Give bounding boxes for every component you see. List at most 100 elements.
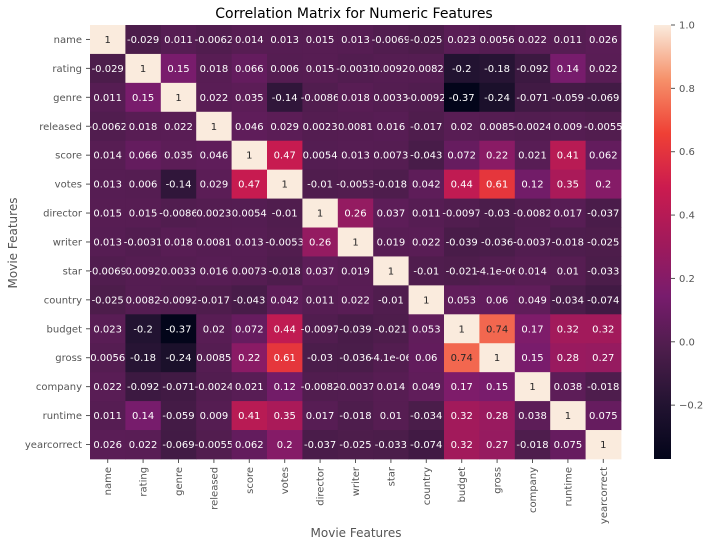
heatmap-cell [585, 343, 622, 373]
heatmap-cell [302, 256, 339, 286]
heatmap-cell [337, 314, 374, 344]
cell-value-label: 1 [175, 93, 181, 104]
cell-value-label: -0.059 [552, 93, 584, 104]
heatmap-cell [231, 227, 268, 257]
cell-value-label: -0.18 [484, 64, 510, 75]
colorbar-tick-label: 0.8 [679, 84, 695, 95]
heatmap-cell [444, 343, 480, 373]
y-tick-labels: name rating genre released score votes directo… [25, 35, 90, 451]
heatmap-cell [160, 25, 197, 55]
heatmap-cell [373, 227, 409, 257]
heatmap-cell [585, 314, 622, 344]
cell-value-label: -0.021 [446, 266, 478, 277]
cell-value-label: 1 [388, 266, 394, 277]
cell-value-label: -0.0097 [301, 324, 340, 335]
heatmap-cell [479, 227, 516, 257]
heatmap-cell [585, 140, 622, 171]
cell-value-label: -0.0053 [265, 237, 304, 248]
heatmap-cell [160, 111, 197, 142]
heatmap-cell [408, 25, 445, 55]
heatmap-cell [231, 82, 268, 113]
x-tick-label: votes [280, 467, 291, 494]
cell-value-label: 0.019 [377, 237, 406, 248]
cell-value-label: -0.01 [413, 266, 439, 277]
heatmap-cell [337, 111, 374, 142]
cell-value-label: 0.046 [235, 122, 264, 133]
cell-value-label: 0.06 [486, 295, 508, 306]
heatmap-cell [479, 82, 516, 113]
cell-value-label: 0.15 [521, 353, 543, 364]
heatmap-cell [408, 256, 445, 286]
heatmap-cell [444, 198, 480, 228]
cell-value-label: -0.025 [92, 295, 124, 306]
cell-value-label: 0.062 [235, 440, 264, 451]
cell-value-label: 0.038 [518, 411, 547, 422]
heatmap-cell [585, 111, 622, 142]
cell-value-label: 0.021 [518, 151, 547, 162]
cell-value-label: -0.2 [133, 324, 153, 335]
heatmap-cell [160, 169, 197, 199]
heatmap-cell [550, 198, 586, 228]
heatmap-cell [160, 401, 197, 431]
cell-value-label: 0.011 [93, 411, 122, 422]
heatmap-cell [231, 25, 268, 55]
cell-value-label: 1 [459, 324, 465, 335]
cell-value-label: -0.033 [375, 440, 407, 451]
cell-value-label: 0.023 [93, 324, 122, 335]
colorbar-tick-label: 1.0 [679, 21, 695, 32]
heatmap-cell [196, 169, 232, 199]
heatmap-cell [337, 256, 374, 286]
heatmap-cell [267, 25, 303, 55]
cell-value-label: -0.24 [166, 353, 192, 364]
cell-value-label: 0.17 [521, 324, 543, 335]
heatmap-cell [444, 372, 480, 402]
heatmap-cell [337, 372, 374, 402]
heatmap-cell [125, 111, 162, 142]
cell-value-label: 0.41 [238, 411, 260, 422]
cell-value-label: -0.03 [307, 353, 333, 364]
heatmap-cell [196, 285, 232, 315]
heatmap-cell [337, 430, 374, 460]
heatmap-cell [231, 169, 268, 199]
x-tick-label: genre [174, 467, 185, 496]
heatmap-cell [196, 343, 232, 373]
heatmap-cell [514, 227, 551, 257]
cell-value-label: -0.0037 [513, 237, 552, 248]
heatmap-cell [267, 314, 303, 344]
x-tick-label: rating [139, 467, 150, 497]
cell-value-label: 0.029 [200, 180, 229, 191]
heatmap-cell [373, 401, 409, 431]
heatmap-cell [231, 198, 268, 228]
cell-value-label: 0.27 [486, 440, 508, 451]
cell-value-label: 0.14 [132, 411, 154, 422]
heatmap-cell [125, 314, 162, 344]
cell-value-label: -0.0024 [513, 122, 552, 133]
heatmap-cell [196, 430, 232, 460]
cell-value-label: 0.062 [589, 151, 618, 162]
x-tick-label: director [316, 466, 327, 506]
x-tick-label: released [209, 467, 220, 510]
heatmap-cell [160, 430, 197, 460]
heatmap-cell [196, 53, 232, 84]
heatmap-cell [514, 82, 551, 113]
x-tick-label: star [386, 466, 397, 486]
cell-value-label: 0.27 [592, 353, 614, 364]
cell-value-label: -0.0082 [513, 209, 552, 220]
cell-value-label: -0.0097 [442, 209, 481, 220]
heatmap-cell [373, 343, 409, 373]
heatmap-cell [444, 314, 480, 344]
cell-value-label: -4.1e-06 [476, 266, 518, 277]
heatmap-cell [444, 140, 480, 171]
heatmap-cell [302, 314, 339, 344]
cell-value-label: 0.015 [129, 209, 158, 220]
heatmap-cell [337, 25, 374, 55]
cell-value-label: 0.0054 [303, 151, 338, 162]
cell-value-label: -0.0031 [124, 237, 163, 248]
heatmap-cell [444, 401, 480, 431]
cell-value-label: -0.0037 [336, 382, 375, 393]
heatmap-cell [302, 25, 339, 55]
cell-value-label: -0.034 [552, 295, 584, 306]
heatmap-cell [160, 198, 197, 228]
cell-value-label: 0.15 [167, 64, 189, 75]
cell-value-label: -0.071 [516, 93, 548, 104]
